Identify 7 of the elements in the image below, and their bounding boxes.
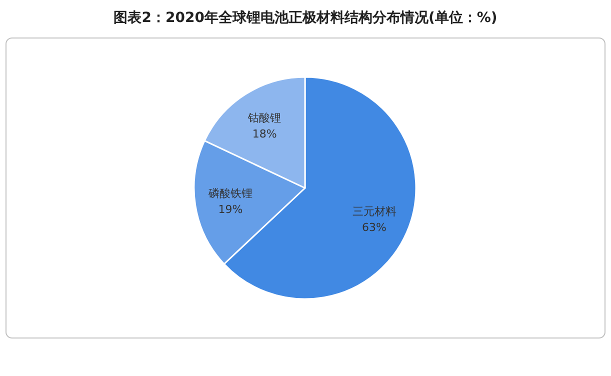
data-label: 63% <box>362 220 386 234</box>
slice-label: 三元材料 <box>352 204 396 218</box>
slice-label: 钴酸锂 <box>247 111 282 124</box>
data-label: 19% <box>218 202 243 216</box>
slice-label: 磷酸铁锂 <box>207 186 252 200</box>
data-label: 18% <box>252 127 277 140</box>
chart-title: 图表2：2020年全球锂电池正极材料结构分布情况(单位：%) <box>114 10 498 26</box>
